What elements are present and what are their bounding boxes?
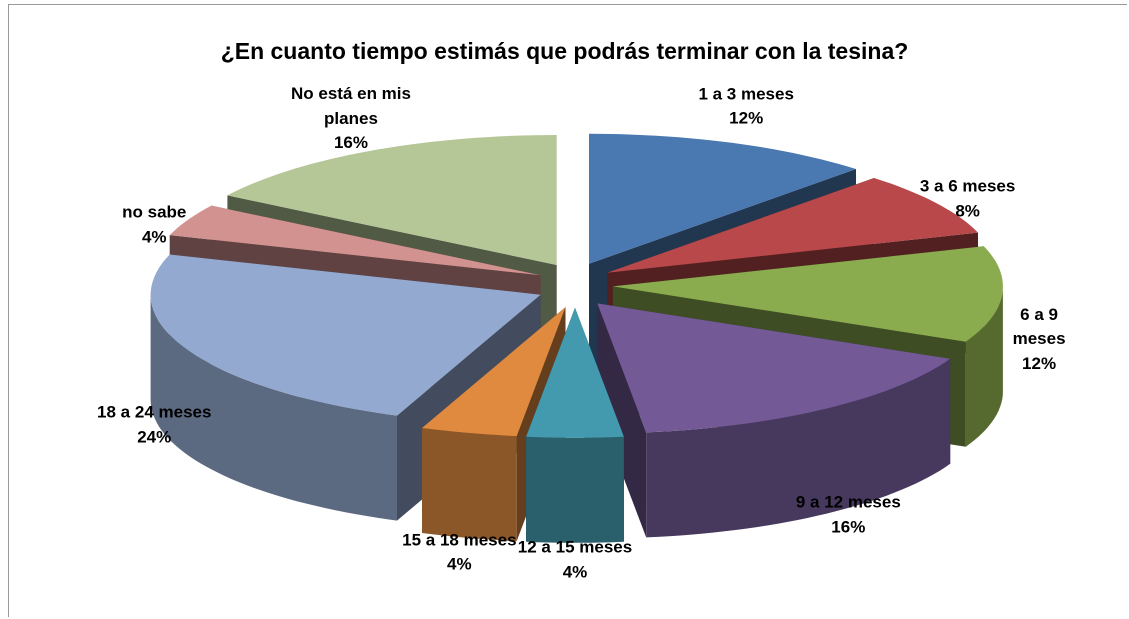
value-label: 4% (562, 562, 588, 581)
value-label: 24% (137, 427, 172, 447)
value-label: 12% (1022, 354, 1057, 374)
slice-wall (422, 428, 517, 542)
data-label: No está en mis planes 16% (276, 82, 426, 156)
slice (597, 303, 951, 433)
category-label: 1 a 3 meses (698, 83, 794, 103)
value-label: 8% (955, 201, 980, 221)
slice (607, 178, 978, 273)
slice (227, 135, 557, 265)
slice (589, 133, 856, 264)
data-label: 6 a 9 meses 12% (994, 303, 1084, 377)
slice-wall (150, 294, 397, 521)
category-label: no sabe (122, 202, 187, 222)
data-label: 12 a 15 meses 4% (518, 535, 632, 584)
value-label: 16% (333, 133, 368, 153)
category-label: 3 a 6 meses (919, 176, 1016, 196)
data-label: 18 a 24 meses 24% (97, 400, 211, 449)
slice (526, 307, 624, 438)
slice-side (597, 303, 647, 538)
data-label: 15 a 18 meses 4% (402, 528, 516, 577)
slice-wall (965, 286, 1003, 447)
slice-wall (526, 436, 624, 543)
data-label: 9 a 12 meses 16% (796, 490, 901, 539)
data-label: 1 a 3 meses 12% (698, 82, 793, 131)
value-label: 4% (447, 554, 472, 574)
data-label: no sabe 4% (122, 200, 186, 249)
slice (422, 307, 566, 437)
category-label: 9 a 12 meses (795, 492, 901, 512)
slice (169, 205, 541, 276)
slice-wall (646, 358, 951, 538)
chart-title: ¿En cuanto tiempo estimás que podrás ter… (220, 38, 909, 64)
slice (612, 246, 1003, 342)
chart-frame (8, 4, 1127, 617)
slice (150, 254, 541, 416)
category-label: 12 a 15 meses (517, 537, 633, 557)
category-label: 15 a 18 meses (402, 529, 517, 549)
value-label: 16% (831, 517, 866, 537)
category-label: No está en mis planes (290, 84, 411, 128)
data-label: 3 a 6 meses 8% (920, 174, 1015, 223)
value-label: 12% (729, 108, 764, 128)
value-label: 4% (141, 226, 167, 246)
category-label: 18 a 24 meses (97, 402, 212, 422)
category-label: 6 a 9 meses (1012, 304, 1066, 349)
